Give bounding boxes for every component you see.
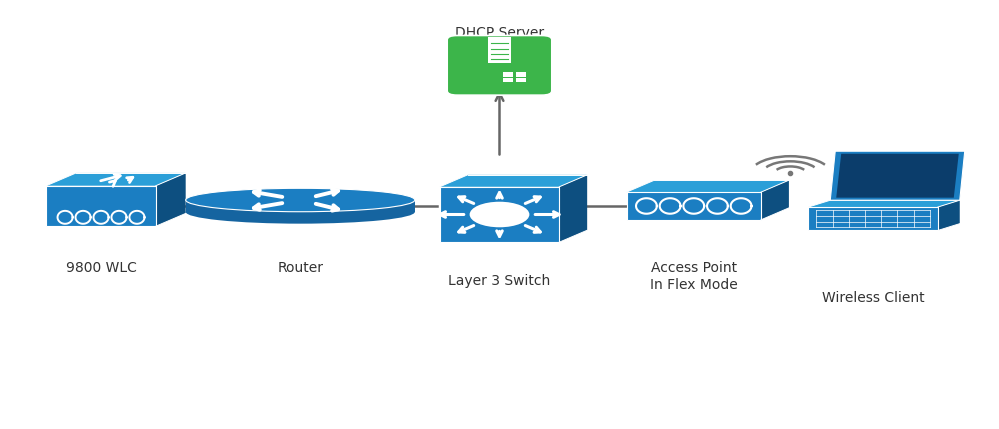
Bar (186, 200, 415, 212)
FancyBboxPatch shape (808, 207, 938, 230)
Bar (503, 78, 513, 82)
Polygon shape (938, 200, 960, 230)
FancyBboxPatch shape (626, 192, 761, 220)
FancyBboxPatch shape (448, 36, 551, 95)
Bar (488, 37, 511, 63)
FancyBboxPatch shape (440, 187, 559, 242)
Polygon shape (440, 175, 587, 187)
Ellipse shape (186, 188, 415, 212)
Polygon shape (46, 173, 186, 186)
Circle shape (470, 202, 529, 227)
Text: Layer 3 Switch: Layer 3 Switch (449, 274, 550, 288)
Polygon shape (808, 200, 960, 207)
Text: Wireless Client: Wireless Client (822, 291, 924, 305)
Polygon shape (761, 180, 789, 220)
Text: Router: Router (278, 261, 324, 275)
Ellipse shape (186, 200, 415, 224)
Polygon shape (830, 151, 965, 200)
Polygon shape (626, 180, 789, 192)
Bar (516, 72, 526, 76)
Text: DHCP Server: DHCP Server (455, 26, 544, 40)
Bar (516, 78, 526, 82)
Polygon shape (156, 173, 186, 226)
Polygon shape (559, 175, 587, 242)
Text: Access Point
In Flex Mode: Access Point In Flex Mode (650, 261, 737, 292)
FancyBboxPatch shape (46, 186, 156, 226)
Polygon shape (836, 154, 959, 198)
Bar (503, 72, 513, 76)
Text: 9800 WLC: 9800 WLC (66, 261, 137, 275)
